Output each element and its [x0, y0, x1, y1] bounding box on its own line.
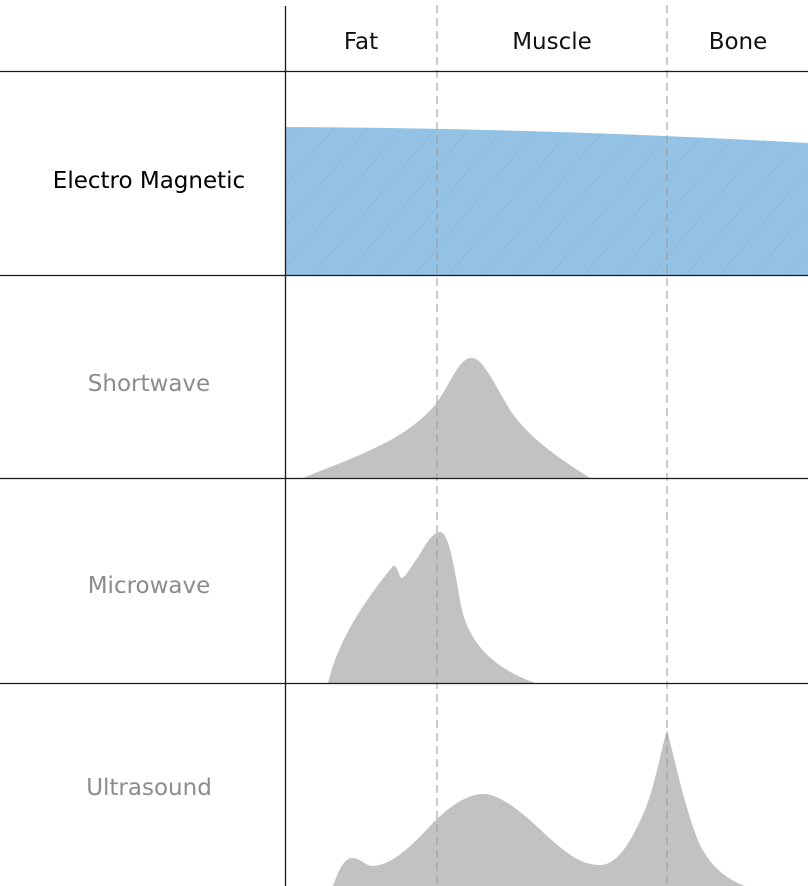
microwave-heating-profile — [328, 532, 535, 683]
column-header-muscle: Muscle — [512, 29, 592, 55]
column-header-bone: Bone — [709, 29, 768, 55]
row-label-microwave: Microwave — [88, 573, 211, 599]
electromagnetic-hatch — [285, 127, 808, 275]
row-label-ultrasound: Ultrasound — [86, 775, 212, 801]
row-label-electromagnetic: Electro Magnetic — [53, 168, 245, 194]
column-header-fat: Fat — [344, 29, 378, 55]
row-label-shortwave: Shortwave — [88, 371, 210, 397]
ultrasound-heating-profile — [333, 730, 745, 886]
shortwave-heating-profile — [303, 357, 590, 478]
